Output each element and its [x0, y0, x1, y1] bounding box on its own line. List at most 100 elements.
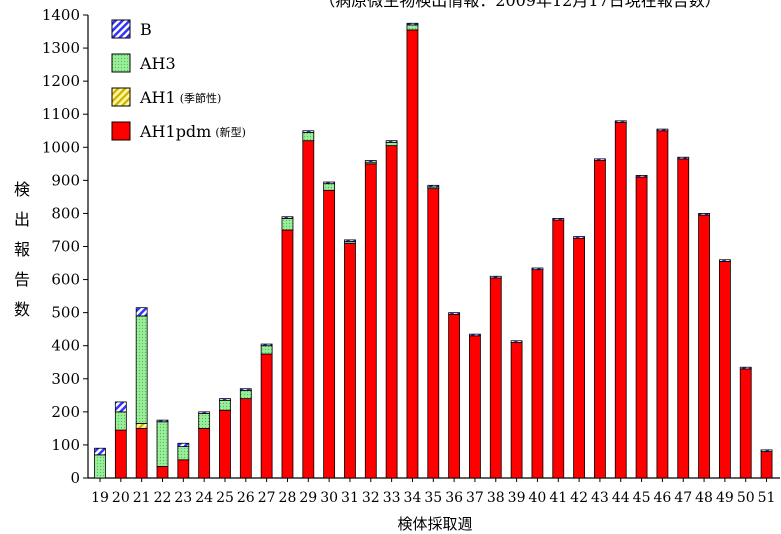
bar-b-44	[614, 120, 627, 123]
bar-b-47	[677, 156, 690, 160]
bar-ah3-30	[323, 183, 336, 191]
bar-b-35	[427, 184, 440, 188]
bar-ah1pdm-37	[469, 335, 481, 479]
bar-b-48	[698, 213, 710, 216]
bar-ah3-24	[198, 413, 211, 429]
y-axis: 0 100 200 300 400 500 600 700 800 900 1000 1100 1200…	[42, 6, 88, 487]
x-tick-label: 31	[341, 490, 359, 506]
bar-ah1pdm-20	[114, 429, 127, 479]
bar-b-49	[719, 259, 731, 262]
bar-ah3-33	[385, 141, 398, 147]
y-tick-label: 600	[51, 271, 80, 289]
bar-b-38	[489, 275, 502, 279]
bar-ah1pdm-40	[531, 269, 544, 479]
y-tick-label: 100	[51, 436, 80, 454]
x-tick-label: 48	[695, 490, 713, 506]
bar-ah1pdm-48	[698, 214, 710, 479]
y-tick-label: 700	[51, 238, 80, 256]
bar-b-45	[635, 174, 648, 178]
y-tick-label: 200	[51, 403, 80, 421]
legend-note-ah1: (季節性)	[180, 91, 222, 105]
x-tick-label: 49	[716, 490, 734, 506]
bar-ah1pdm-25	[219, 409, 231, 479]
y-axis-label-char: 出	[14, 210, 30, 229]
x-tick-label: 20	[112, 490, 130, 506]
bar-ah1pdm-32	[364, 163, 377, 479]
y-tick-label: 1400	[42, 6, 80, 24]
bar-b-26	[239, 388, 252, 391]
bar-ah3-27	[260, 345, 273, 355]
x-tick-label: 35	[424, 490, 442, 506]
bar-ah1pdm-50	[739, 368, 752, 479]
x-tick-label: 26	[237, 490, 255, 506]
x-tick-label: 42	[570, 490, 588, 506]
bar-ah1pdm-26	[239, 398, 252, 479]
bar-ah1pdm-51	[760, 451, 773, 479]
bar-ah1pdm-49	[719, 260, 731, 479]
bar-ah1pdm-24	[198, 427, 211, 479]
y-tick-label: 900	[51, 171, 80, 189]
bar-ah3-23	[177, 446, 190, 461]
bars	[94, 22, 773, 479]
legend: B AH3 AH1 (季節性) AH1pdm (新型)	[111, 19, 246, 141]
bar-ah1pdm-38	[489, 277, 502, 479]
bar-ah1pdm-29	[302, 140, 315, 479]
y-axis-label-char: 報	[14, 240, 30, 259]
bar-ah1pdm-41	[552, 219, 565, 479]
bar-ah3-20	[114, 411, 127, 431]
bar-b-32	[364, 160, 377, 163]
y-tick-label: 1000	[42, 138, 80, 156]
x-tick-label: 34	[404, 490, 422, 506]
bar-b-36	[448, 312, 461, 315]
x-tick-label: 28	[279, 490, 297, 506]
x-axis-label: 検体採取週	[397, 515, 472, 533]
x-tick-label: 30	[320, 490, 338, 506]
bar-ah1pdm-43	[594, 160, 606, 479]
bar-ah3-34	[406, 24, 419, 31]
bar-b-43	[594, 158, 606, 161]
bar-ah1pdm-47	[677, 158, 690, 479]
x-tick-label: 43	[591, 490, 609, 506]
bar-ah1pdm-42	[573, 237, 585, 479]
bar-ah1pdm-34	[406, 29, 419, 479]
bar-b-31	[344, 239, 356, 242]
chart-title: （病原微生物検出情報：2009年12月17日現在報告数）	[319, 0, 720, 10]
y-tick-label: 500	[51, 304, 80, 322]
x-tick-label: 50	[737, 490, 755, 506]
legend-label-ah1: AH1	[139, 88, 176, 107]
bar-b-51	[760, 449, 773, 452]
x-tick-label: 23	[174, 490, 192, 506]
x-tick-label: 19	[91, 490, 109, 506]
bar-b-27	[260, 343, 273, 347]
x-tick-label: 22	[154, 490, 172, 506]
bar-ah3-19	[94, 454, 106, 479]
bar-ah1pdm-33	[385, 145, 398, 479]
bar-ah1pdm-35	[427, 188, 440, 479]
bar-ah3-22	[156, 421, 169, 467]
bar-b-19	[94, 447, 106, 456]
x-tick-label: 29	[299, 490, 317, 506]
bar-b-41	[552, 217, 565, 221]
y-tick-label: 0	[70, 469, 80, 487]
y-tick-label: 1300	[42, 39, 80, 57]
legend-swatch-ah1pdm	[111, 121, 131, 141]
bar-b-21	[135, 307, 148, 317]
x-tick-label: 38	[487, 490, 505, 506]
bar-ah3-21	[135, 315, 148, 424]
y-tick-label: 1200	[42, 72, 80, 90]
x-tick-label: 36	[445, 490, 463, 506]
y-tick-label: 800	[51, 204, 80, 222]
bar-b-24	[198, 411, 211, 414]
legend-swatch-ah1	[111, 87, 131, 107]
y-axis-label-char: 数	[14, 300, 30, 319]
bar-b-39	[510, 340, 523, 343]
bar-b-23	[177, 442, 190, 447]
x-tick-label: 32	[362, 490, 380, 506]
bar-ah3-28	[281, 217, 294, 231]
bar-b-40	[531, 267, 544, 271]
bar-ah1pdm-23	[177, 459, 190, 479]
x-tick-label: 27	[258, 490, 276, 506]
bar-b-25	[219, 398, 231, 401]
